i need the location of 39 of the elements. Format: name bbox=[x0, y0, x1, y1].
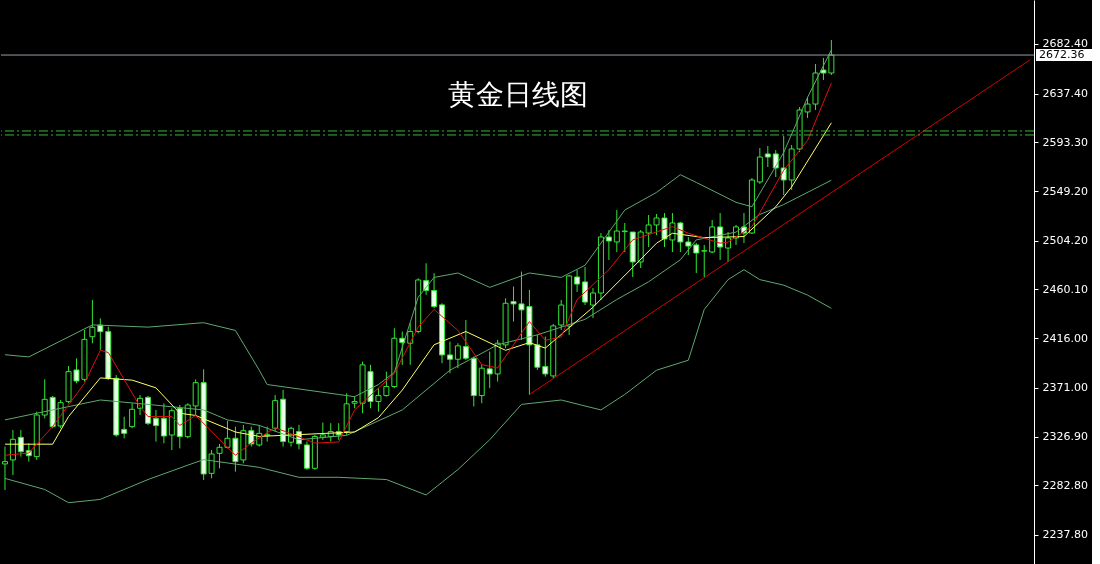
candlestick bbox=[462, 319, 469, 361]
candlestick bbox=[701, 244, 708, 278]
candlestick bbox=[621, 222, 628, 253]
y-tick-label: 2637.40 bbox=[1042, 87, 1088, 101]
text: 黄金日线图 bbox=[447, 78, 588, 111]
y-tick-label: 2460.10 bbox=[1042, 282, 1088, 296]
candlestick bbox=[407, 322, 414, 366]
candlestick bbox=[160, 402, 167, 444]
candlestick bbox=[582, 266, 589, 306]
ref-line-label: 2672.36 bbox=[1039, 48, 1085, 62]
candlestick bbox=[772, 149, 779, 178]
y-tick-label: 2504.20 bbox=[1042, 234, 1088, 248]
y-tick-label: 2593.30 bbox=[1042, 135, 1088, 149]
candlestick bbox=[446, 341, 453, 374]
candlestick bbox=[9, 429, 16, 476]
y-tick-label: 2237.80 bbox=[1042, 528, 1088, 542]
candlestick bbox=[605, 229, 612, 261]
line-series bbox=[4, 49, 832, 398]
y-tick-label: 2326.90 bbox=[1042, 430, 1088, 444]
candlestick bbox=[121, 416, 128, 439]
line-series bbox=[4, 269, 832, 504]
candlestick bbox=[454, 342, 461, 369]
candlestick bbox=[303, 441, 310, 471]
y-tick-label: 2371.00 bbox=[1042, 381, 1088, 395]
y-tick-label: 2549.20 bbox=[1042, 184, 1088, 198]
candlestick bbox=[764, 145, 771, 168]
y-tick-label: 2682.40 bbox=[1042, 37, 1088, 51]
candlestick bbox=[574, 269, 581, 293]
candlestick bbox=[17, 429, 24, 458]
candlestick bbox=[431, 272, 438, 309]
candlestick bbox=[152, 409, 159, 443]
candlestick bbox=[129, 402, 136, 429]
candlestick bbox=[589, 287, 596, 319]
candlestick bbox=[558, 299, 565, 331]
y-tick-label: 2416.00 bbox=[1042, 331, 1088, 345]
candlestick bbox=[613, 209, 620, 253]
candlestick bbox=[693, 242, 700, 274]
candlestick bbox=[41, 378, 48, 419]
y-tick-label: 2282.80 bbox=[1042, 478, 1088, 492]
